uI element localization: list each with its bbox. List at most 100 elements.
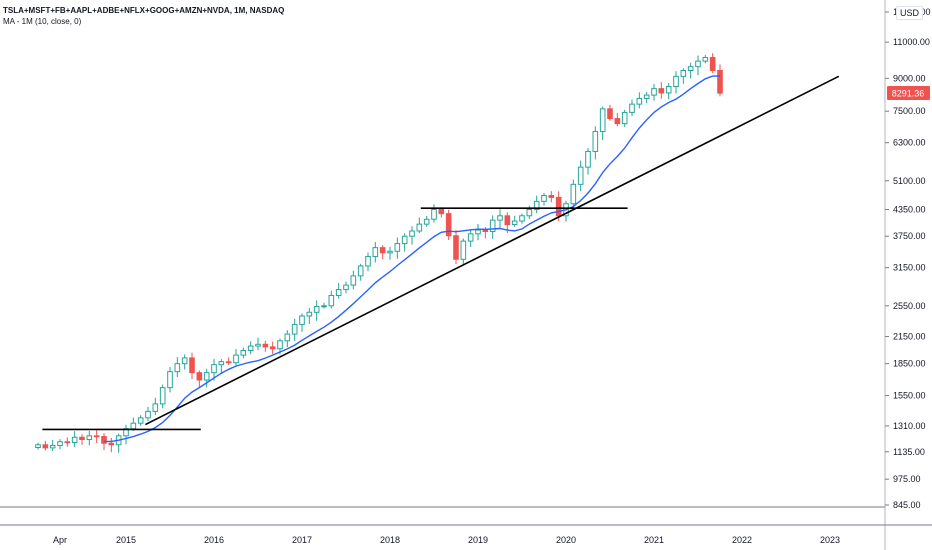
candle-down [709,57,716,71]
last-price-value: 8291.36 [892,89,925,99]
candle-down [658,88,665,94]
candle-up [57,441,63,447]
candle-down [225,361,232,364]
x-tick-label: 2016 [204,535,224,545]
candle-up [181,357,188,365]
candle-down [614,118,621,125]
candle-down [101,436,107,444]
candle-up [511,220,518,226]
candle-up [203,372,210,381]
y-tick-label: 6300.00 [893,138,926,148]
trendlines-layer[interactable] [42,75,840,431]
candle-up [592,131,599,152]
candle-up [247,345,254,352]
y-tick-label: 4350.00 [893,204,926,214]
candle-down [548,194,555,198]
x-tick-label: 2019 [468,535,488,545]
candle-up [299,315,305,325]
y-tick-label: 1310.00 [893,421,926,431]
candle-up [211,364,217,374]
candle-up [86,435,93,440]
candle-down [64,441,71,444]
candle-down [607,108,613,120]
candle-up [431,208,437,220]
last-price-tag-bg [887,86,930,100]
candle-down [79,436,85,440]
candle-up [460,240,467,260]
candle-down [504,215,511,226]
x-tick-label: 2021 [644,535,664,545]
candle-up [695,60,701,68]
x-tick-label: 2015 [116,535,136,545]
candle-up [218,361,225,366]
y-tick-label: 1135.00 [893,447,925,457]
candle-up [35,444,41,448]
candle-up [71,436,78,443]
candle-up [306,311,313,317]
candle-up [409,230,415,237]
candle-down [93,435,100,438]
candle-down [717,69,723,94]
indicator-label[interactable]: MA - 1M (10, close, 0) [3,17,82,26]
y-tick-label: 7500.00 [893,106,926,116]
candle-up [291,323,298,335]
candle-up [687,66,694,71]
time-axis[interactable]: Apr 2015 2016 2017 2018 2019 2020 2021 2022 2023 [53,535,840,545]
y-tick-label: 1550.00 [893,391,926,401]
candle-up [394,243,401,252]
x-tick-label: 2022 [732,535,752,545]
chart-legend: TSLA+MSFT+FB+AAPL+ADBE+NFLX+GOOG+AMZN+NV… [3,5,284,27]
candles-layer [35,53,723,453]
candle-up [680,69,687,77]
x-tick-label: Apr [53,535,67,545]
candle-up [585,150,591,168]
candle-up [636,97,643,105]
symbol-title[interactable]: TSLA+MSFT+FB+AAPL+ADBE+NFLX+GOOG+AMZN+NV… [3,6,285,15]
y-tick-label: 1850.00 [893,359,926,369]
candle-down [196,372,203,381]
candle-up [130,422,137,430]
y-tick-label: 975.00 [893,474,921,484]
candle-up [240,350,247,356]
candle-up [629,103,635,113]
x-tick-label: 2017 [292,535,312,545]
y-tick-label: 5100.00 [893,176,926,186]
candle-down [42,444,49,449]
candle-up [137,417,144,424]
y-tick-label: 9000.00 [893,73,926,83]
y-tick-label: 845.00 [893,500,921,510]
currency-badge[interactable]: USD [895,6,923,20]
uptrend-line[interactable] [145,75,840,426]
x-tick-label: 2023 [820,535,840,545]
candle-up [599,108,606,133]
candle-up [277,340,283,350]
x-tick-label: 2020 [556,535,576,545]
candle-up [255,343,261,347]
candle-down [379,247,386,254]
candle-up [372,247,379,258]
candle-up [577,166,584,185]
y-tick-label: 2550.00 [893,301,926,311]
candle-up [401,235,408,245]
moving-average-line [104,75,721,443]
candle-up [702,57,709,62]
candle-up [313,305,320,313]
candle-up [519,215,525,222]
candle-up [321,305,327,308]
candle-up [651,88,657,96]
candle-up [621,111,628,125]
candle-down [262,343,269,348]
candle-up [416,223,423,232]
y-tick-label: 11000.00 [893,37,930,47]
moving-average-layer [104,75,721,443]
candle-up [328,294,335,307]
candle-up [233,354,239,364]
candle-up [357,265,364,277]
candle-up [541,194,547,202]
candle-up [152,403,159,412]
y-tick-label: 3150.00 [893,263,926,273]
price-axis[interactable]: 845.00 975.00 1135.00 1310.00 1550.00 1850.00… [885,7,931,510]
candle-down [438,208,445,215]
